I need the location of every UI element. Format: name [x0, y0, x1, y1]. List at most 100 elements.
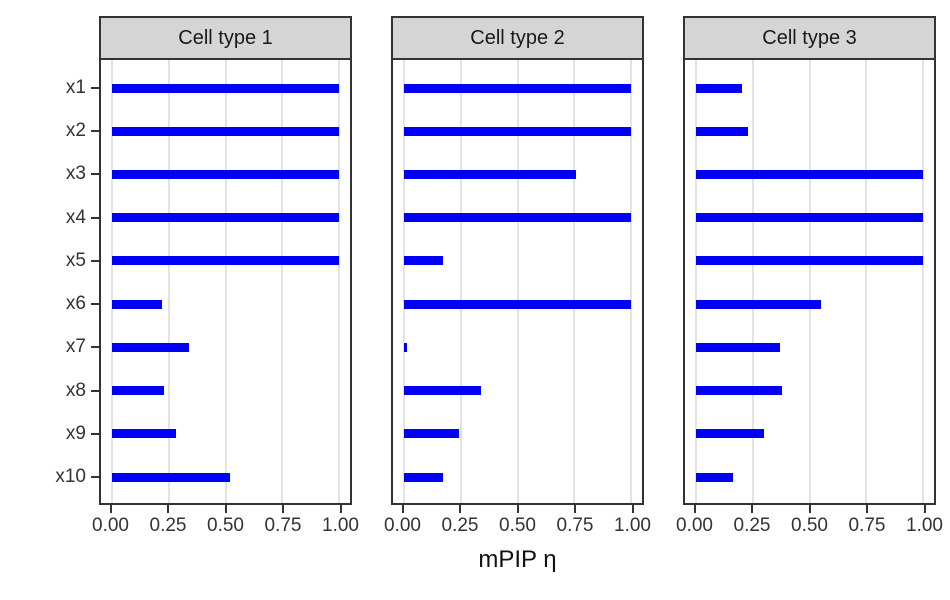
facet-title: Cell type 2: [470, 26, 565, 49]
x-tick-label: 0.25: [149, 515, 187, 536]
x-tick-mark: [401, 505, 404, 513]
y-tick-mark: [91, 389, 99, 392]
x-tick-label: 0.75: [264, 515, 302, 536]
bar-x6: [112, 299, 163, 309]
bar-x4: [112, 213, 339, 223]
x-axis-title: mPIP η: [478, 546, 557, 573]
x-tick-mark: [574, 505, 576, 513]
y-axis: x1 x2 x3 x4 x5 x6 x7 x8 x9 x10: [0, 60, 99, 505]
gridline: [921, 60, 924, 503]
x-tick-mark: [693, 505, 696, 513]
x-tick-mark: [339, 505, 342, 513]
facet-cell-type-2: Cell type 2 0.00 0.25 0.50 0.75 1.00: [384, 16, 651, 551]
y-tick-mark: [91, 432, 99, 435]
gridline: [111, 60, 114, 503]
x-tick-label: 0.00: [676, 515, 713, 536]
gridline: [224, 60, 227, 503]
x-tick-label: 1.00: [614, 515, 651, 536]
x-tick-label: 0.00: [384, 515, 421, 536]
bar-x6: [696, 299, 821, 309]
gridline: [808, 60, 811, 503]
y-tick-mark: [91, 216, 99, 219]
x-axis-ticks: 0.00 0.25 0.50 0.75 1.00: [384, 505, 651, 551]
facet-strip: Cell type 2: [391, 16, 644, 60]
x-tick-label: 0.25: [441, 515, 479, 536]
bar-x4: [696, 213, 923, 223]
gridline: [573, 60, 576, 503]
y-tick-label: x5: [65, 249, 86, 271]
gridline: [751, 60, 754, 503]
bar-x7: [112, 342, 190, 352]
facet-title: Cell type 3: [762, 26, 857, 49]
x-tick-label: 0.50: [499, 515, 536, 536]
x-tick-mark: [631, 505, 634, 513]
x-tick-label: 0.50: [791, 515, 828, 536]
y-tick-mark: [91, 130, 99, 133]
bar-x2: [112, 126, 339, 136]
bar-x1: [404, 83, 631, 93]
x-tick-label: 0.75: [556, 515, 594, 536]
bar-x9: [404, 429, 459, 439]
gridline: [337, 60, 340, 503]
bar-x8: [404, 386, 482, 396]
gridline: [865, 60, 868, 503]
gridline: [403, 60, 406, 503]
y-tick-label: x10: [55, 466, 86, 487]
bar-x3: [696, 169, 923, 179]
y-tick-mark: [91, 476, 99, 478]
bar-x1: [696, 83, 742, 93]
gridline: [695, 60, 698, 503]
bar-x8: [696, 386, 783, 396]
bar-x10: [696, 472, 733, 482]
bar-x8: [112, 386, 165, 396]
bar-x9: [112, 429, 176, 439]
bar-x5: [696, 256, 923, 266]
x-tick-label: 1.00: [322, 515, 359, 536]
x-tick-mark: [224, 505, 227, 513]
panel-plot-area: [99, 60, 352, 505]
x-tick-mark: [167, 505, 169, 513]
bar-x6: [404, 299, 631, 309]
x-axis-ticks: 0.00 0.25 0.50 0.75 1.00: [92, 505, 359, 551]
y-tick-label: x8: [65, 379, 86, 401]
panel-plot-area: [683, 60, 936, 505]
gridline: [167, 60, 170, 503]
gridline: [459, 60, 462, 503]
y-tick-label: x9: [65, 422, 86, 444]
y-tick-label: x3: [65, 163, 86, 185]
y-tick-mark: [91, 87, 99, 89]
x-tick-mark: [282, 505, 284, 513]
facet-cell-type-1: Cell type 1 0.00 0.25 0.50 0.75 1.00: [92, 16, 359, 551]
x-tick-mark: [923, 505, 926, 513]
y-tick-mark: [91, 346, 99, 349]
bar-x3: [112, 169, 339, 179]
x-tick-mark: [751, 505, 753, 513]
bar-x3: [404, 169, 577, 179]
y-tick-label: x1: [65, 77, 86, 98]
x-axis-ticks: 0.00 0.25 0.50 0.75 1.00: [676, 505, 943, 551]
bar-x10: [404, 472, 443, 482]
gridline: [629, 60, 632, 503]
y-tick-mark: [91, 303, 99, 306]
bar-x7: [404, 342, 407, 352]
bar-x2: [404, 126, 631, 136]
x-tick-label: 0.00: [92, 515, 129, 536]
x-tick-label: 0.50: [207, 515, 244, 536]
bar-x9: [696, 429, 765, 439]
bar-x7: [696, 342, 781, 352]
facet-cell-type-3: Cell type 3 0.00 0.25 0.50 0.75 1.00: [676, 16, 943, 551]
bar-x2: [696, 126, 749, 136]
gridline: [516, 60, 519, 503]
x-tick-label: 0.25: [733, 515, 771, 536]
y-tick-mark: [91, 173, 99, 176]
x-tick-mark: [808, 505, 811, 513]
bar-x5: [404, 256, 443, 266]
bar-x4: [404, 213, 631, 223]
bar-x5: [112, 256, 339, 266]
x-tick-mark: [109, 505, 112, 513]
panel-plot-area: [391, 60, 644, 505]
x-tick-label: 1.00: [906, 515, 943, 536]
y-tick-label: x7: [65, 336, 86, 358]
y-tick-label: x6: [65, 293, 86, 315]
